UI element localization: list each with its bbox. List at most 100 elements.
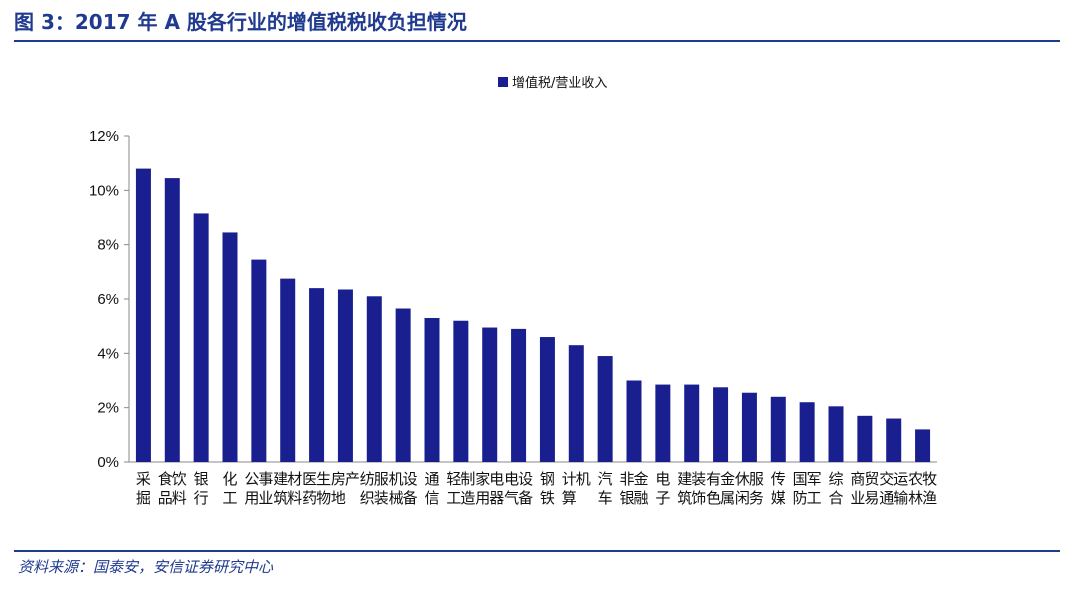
x-category-label-char: 饰: [691, 489, 706, 507]
y-tick-label: 2%: [97, 400, 119, 417]
x-category-label-char: 银: [619, 489, 634, 507]
x-category-label-char: 钢: [540, 470, 555, 488]
x-category-label-char: 交: [879, 470, 894, 488]
x-category-label-char: 信: [424, 489, 439, 507]
bar: [395, 308, 411, 462]
x-category-label-char: 防: [793, 489, 808, 507]
x-category-label-char: 输: [893, 489, 908, 507]
x-category-label-char: 械: [389, 489, 404, 507]
x-category-label-char: 产: [345, 470, 360, 488]
x-category-label-char: 食: [158, 470, 173, 488]
x-category-label-char: 掘: [136, 489, 151, 507]
x-category-label-char: 料: [172, 489, 187, 507]
legend: 增值税/营业收入: [498, 75, 607, 91]
x-category-label-char: 物: [316, 489, 331, 507]
x-category-label-char: 融: [633, 489, 648, 507]
y-tick-label: 12%: [89, 128, 119, 145]
x-category-label-char: 气: [504, 489, 519, 507]
x-category-label: 银行: [194, 470, 209, 507]
x-category-label-char: 非: [619, 470, 634, 488]
y-tick-label: 8%: [97, 237, 119, 254]
x-category-label-char: 机: [389, 470, 404, 488]
bar: [337, 289, 353, 462]
bar: [799, 402, 815, 462]
x-category-label: 传媒: [771, 470, 786, 507]
bar: [741, 392, 757, 462]
y-tick-label: 10%: [89, 182, 119, 199]
bar: [684, 384, 700, 462]
x-category-label-char: 料: [287, 489, 302, 507]
x-category-label-char: 务: [749, 489, 764, 507]
bar: [482, 327, 498, 462]
x-category-label-char: 材: [287, 470, 302, 488]
bar: [511, 328, 527, 462]
x-category-label-char: 备: [518, 489, 533, 507]
x-category-label-char: 织: [360, 489, 375, 507]
x-category-label-char: 军: [807, 470, 822, 488]
x-category-label-char: 业: [850, 489, 865, 507]
x-category-label-char: 合: [828, 489, 843, 507]
x-category-label-char: 机: [576, 470, 591, 488]
x-category-label: 采掘: [136, 470, 151, 507]
x-category-label-char: 药: [302, 489, 317, 507]
x-category-label-char: 生: [316, 470, 331, 488]
title-rule: [14, 40, 1060, 42]
x-category-label-char: 轻: [446, 470, 461, 488]
x-category-label-char: 综: [828, 470, 843, 488]
x-category-label-char: 传: [771, 470, 786, 488]
x-category-label-char: 用: [244, 489, 259, 507]
x-category-label-char: 国: [793, 470, 808, 488]
x-category-label-char: 纺: [360, 470, 375, 488]
source-rule: [14, 550, 1060, 552]
x-category-label-char: 有: [706, 470, 721, 488]
x-category-label-char: 闲: [735, 489, 750, 507]
x-category-label-char: 电: [489, 470, 504, 488]
x-category-label-char: 器: [489, 489, 504, 507]
x-category-label-char: 筑: [677, 489, 692, 507]
bar: [309, 288, 325, 462]
x-category-label-char: 金: [633, 470, 648, 488]
y-tick-label: 4%: [97, 345, 119, 362]
x-category-label: 计算机: [562, 470, 591, 507]
x-category-label-char: 工: [807, 489, 822, 507]
x-category-label-char: 运: [893, 470, 908, 488]
x-category-label-char: 装: [691, 470, 706, 488]
x-category-label-char: 渔: [922, 489, 937, 507]
x-category-label-char: 建: [677, 470, 692, 488]
bar: [857, 415, 873, 462]
bar: [164, 178, 180, 462]
bar: [770, 396, 786, 462]
x-category-label-char: 用: [475, 489, 490, 507]
x-category-label-char: 医: [302, 470, 317, 488]
x-category-label: 钢铁: [540, 470, 555, 507]
bar: [886, 418, 902, 462]
x-category-label: 电子: [655, 470, 670, 507]
bar: [713, 387, 729, 462]
x-category-label-char: 制: [460, 470, 475, 488]
x-category-label-char: 商: [850, 470, 865, 488]
x-category-label-char: 贸: [864, 470, 879, 488]
bar: [597, 356, 613, 462]
legend-swatch: [498, 77, 508, 87]
source-note: 资料来源：国泰安，安信证券研究中心: [18, 558, 274, 576]
x-category-label-char: 林: [908, 489, 923, 507]
bar: [828, 406, 844, 462]
x-category-label-char: 装: [374, 489, 389, 507]
x-category-label-char: 电: [504, 470, 519, 488]
bar: [193, 213, 209, 462]
x-category-label-char: 计: [562, 470, 577, 488]
x-category-label-char: 家: [475, 470, 490, 488]
x-category-label: 通信: [424, 470, 439, 507]
x-category-label-char: 设: [518, 470, 533, 488]
bar: [568, 345, 584, 462]
